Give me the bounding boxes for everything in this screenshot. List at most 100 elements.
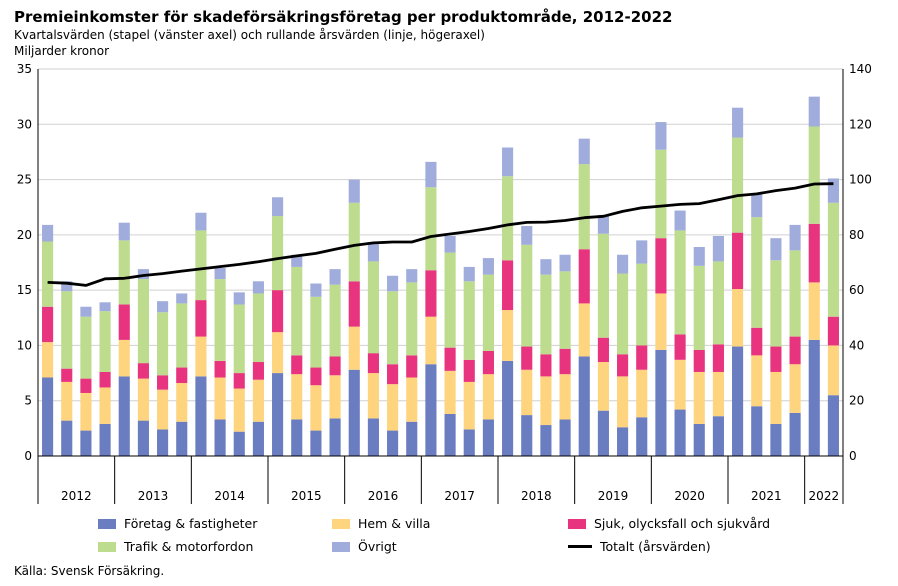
- bar-segment: [636, 417, 648, 456]
- bar-segment: [712, 235, 724, 262]
- bar-segment: [789, 336, 801, 365]
- bar-segment: [195, 336, 207, 377]
- bar-segment: [693, 247, 705, 266]
- bar-segment: [329, 269, 341, 285]
- bar-segment: [176, 421, 188, 456]
- bar-segment: [617, 254, 629, 274]
- bar-segment: [578, 303, 590, 357]
- bar-segment: [214, 360, 226, 378]
- bar-segment: [482, 258, 494, 275]
- bar-segment: [712, 416, 724, 456]
- bar-segment: [502, 147, 514, 177]
- bar-segment: [482, 374, 494, 420]
- bar-segment: [712, 261, 724, 345]
- bar-segment: [118, 304, 130, 340]
- bar-segment: [195, 376, 207, 456]
- bar-segment: [291, 266, 303, 356]
- bar-segment: [732, 107, 744, 138]
- bar-segment: [578, 164, 590, 250]
- bar-segment: [463, 359, 475, 382]
- bar-segment: [406, 282, 418, 356]
- y-right-tick-label: 60: [849, 283, 864, 297]
- bar-segment: [770, 238, 782, 261]
- bar-segment: [482, 419, 494, 456]
- bar-segment: [406, 421, 418, 456]
- bar-segment: [99, 423, 111, 456]
- bar-segment: [233, 304, 245, 374]
- x-year-label: 2015: [291, 489, 322, 503]
- bar-segment: [272, 216, 284, 291]
- bar-segment: [272, 197, 284, 217]
- bar-segment: [214, 377, 226, 420]
- bar-segment: [712, 344, 724, 372]
- y-right-tick-label: 20: [849, 394, 864, 408]
- chart-subtitle: Kvartalsvärden (stapel (vänster axel) oc…: [14, 28, 485, 42]
- bar-segment: [732, 137, 744, 233]
- bar-segment: [482, 350, 494, 375]
- bar-segment: [636, 263, 648, 346]
- bar-segment: [406, 377, 418, 422]
- bar-segment: [387, 364, 399, 385]
- bar-segment: [444, 347, 456, 371]
- bar-segment: [578, 356, 590, 456]
- bar-segment: [252, 421, 264, 456]
- bar-segment: [770, 346, 782, 372]
- bar-segment: [732, 289, 744, 347]
- bar-segment: [674, 409, 686, 456]
- bar-segment: [693, 371, 705, 424]
- bar-segment: [348, 326, 360, 370]
- bar-segment: [617, 273, 629, 355]
- legend-swatch-ovrigt: [332, 541, 350, 552]
- chart-title: Premieinkomster för skadeförsäkringsföre…: [14, 8, 673, 26]
- bar-segment: [406, 355, 418, 378]
- bar-segment: [674, 210, 686, 231]
- bar-segment: [617, 376, 629, 428]
- bar-segment: [137, 279, 149, 364]
- x-year-label: 2017: [444, 489, 475, 503]
- bar-segment: [42, 224, 54, 242]
- legend-label-hem: Hem & villa: [358, 516, 431, 531]
- bar-segment: [770, 260, 782, 347]
- bar-segment: [137, 420, 149, 456]
- bar-segment: [118, 376, 130, 456]
- bar-segment: [310, 296, 322, 368]
- legend-item-sjuk: Sjuk, olycksfall och sjukvård: [568, 516, 770, 531]
- y-left-tick-label: 10: [17, 338, 32, 352]
- bar-segment: [540, 376, 552, 426]
- bar-segment: [252, 379, 264, 422]
- bar-segment: [655, 349, 667, 456]
- bar-segment: [808, 339, 820, 456]
- bar-segment: [387, 384, 399, 431]
- y-right-tick-label: 140: [849, 62, 872, 76]
- y-right-tick-label: 0: [849, 449, 857, 463]
- bar-segment: [291, 374, 303, 420]
- bar-segment: [310, 385, 322, 431]
- bar-segment: [137, 363, 149, 379]
- bar-segment: [559, 348, 571, 375]
- legend-swatch-sjuk: [568, 518, 586, 529]
- bar-segment: [176, 383, 188, 422]
- bar-segment: [770, 371, 782, 424]
- bar-segment: [329, 375, 341, 419]
- bar-segment: [732, 346, 744, 456]
- bar-segment: [636, 240, 648, 264]
- bar-segment: [827, 316, 839, 346]
- x-year-label: 2012: [61, 489, 92, 503]
- bar-segment: [233, 292, 245, 305]
- bar-segment: [502, 260, 514, 311]
- bar-segment: [444, 370, 456, 414]
- bar-segment: [329, 356, 341, 376]
- bar-segment: [42, 377, 54, 456]
- bar-segment: [674, 359, 686, 410]
- bar-segment: [252, 362, 264, 380]
- bar-segment: [195, 212, 207, 231]
- x-year-label: 2018: [521, 489, 552, 503]
- bar-segment: [751, 217, 763, 328]
- bar-segment: [99, 387, 111, 424]
- y-right-tick-label: 80: [849, 228, 864, 242]
- bar-segment: [789, 250, 801, 337]
- bar-segment: [463, 429, 475, 456]
- bar-segment: [655, 293, 667, 350]
- bar-segment: [827, 345, 839, 396]
- bar-segment: [636, 345, 648, 370]
